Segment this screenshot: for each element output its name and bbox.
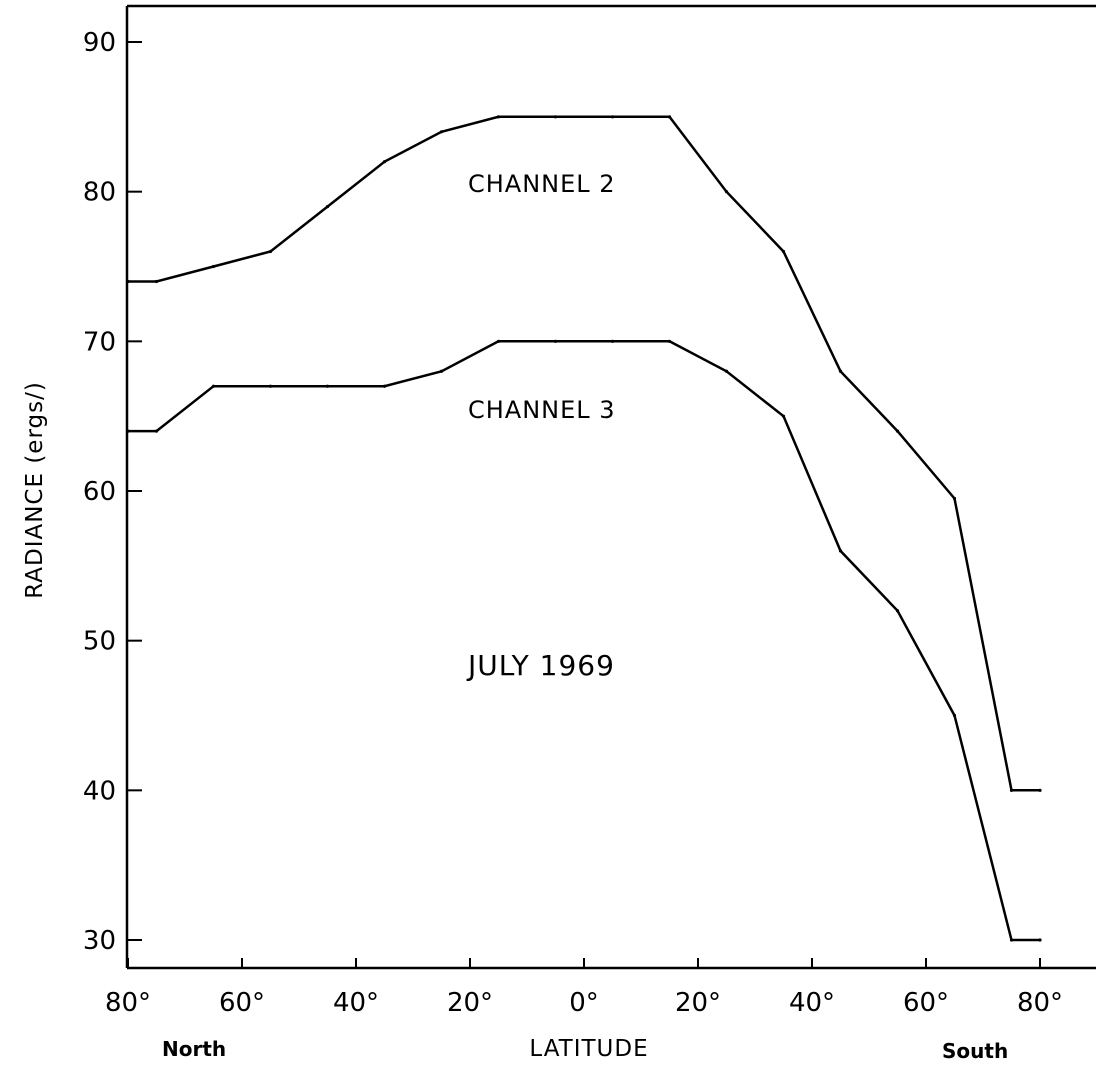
data-point-channel-3-0 — [126, 429, 130, 433]
x-tick-label-8: 80° — [1017, 988, 1063, 1018]
data-point-channel-2-17 — [1038, 788, 1042, 792]
x-tick-label-5: 20° — [675, 988, 721, 1018]
chart-annotation: JULY 1969 — [466, 649, 615, 682]
data-point-channel-3-4 — [325, 384, 330, 388]
x-side-label-north: North — [162, 1037, 226, 1061]
x-tick-label-0: 80° — [105, 988, 151, 1018]
data-point-channel-2-16 — [1009, 788, 1014, 792]
data-point-channel-2-2 — [211, 264, 216, 269]
data-point-channel-2-9 — [610, 115, 615, 119]
data-point-channel-2-7 — [496, 115, 501, 119]
x-tick-label-3: 20° — [447, 988, 493, 1018]
x-tick-label-7: 60° — [903, 988, 949, 1018]
y-tick-label-40: 40 — [83, 776, 116, 806]
data-point-channel-3-12 — [781, 414, 786, 418]
x-tick-label-2: 40° — [333, 988, 379, 1018]
data-point-channel-2-4 — [325, 205, 330, 209]
x-tick-label-4: 0° — [569, 988, 599, 1018]
x-axis-title: LATITUDE — [529, 1036, 648, 1062]
data-point-channel-3-5 — [382, 384, 387, 388]
data-point-channel-2-15 — [952, 496, 957, 501]
data-point-channel-3-8 — [553, 339, 558, 343]
data-point-channel-3-7 — [496, 339, 501, 343]
data-point-channel-3-15 — [952, 713, 957, 718]
data-point-channel-3-1 — [154, 429, 159, 433]
x-tick-label-6: 40° — [789, 988, 835, 1018]
y-tick-label-60: 60 — [83, 477, 116, 507]
y-tick-label-80: 80 — [83, 178, 116, 208]
data-point-channel-2-13 — [838, 369, 843, 373]
data-point-channel-2-11 — [724, 190, 729, 194]
x-ticks: 80° 60° 40° 20° 0° 20° 40° 60° 80° — [105, 958, 1063, 1018]
data-point-channel-3-11 — [724, 369, 729, 373]
x-side-label-south: South — [942, 1039, 1008, 1063]
data-point-channel-3-3 — [268, 384, 273, 388]
data-point-channel-2-3 — [268, 249, 273, 254]
data-point-channel-3-6 — [439, 369, 444, 373]
data-point-channel-3-2 — [211, 384, 216, 388]
data-point-channel-2-14 — [895, 429, 900, 433]
axes — [125, 4, 1096, 970]
data-point-channel-2-0 — [126, 279, 130, 284]
data-point-channel-2-10 — [667, 115, 672, 119]
data-point-channel-2-8 — [553, 115, 558, 119]
series-label-channel-3: CHANNEL 3 — [468, 396, 616, 424]
series-layer — [126, 115, 1042, 942]
data-point-channel-2-6 — [439, 130, 444, 134]
data-point-channel-3-14 — [895, 609, 900, 613]
series-label-channel-2: CHANNEL 2 — [468, 170, 616, 198]
series-line-channel-3 — [128, 340, 1040, 942]
data-point-channel-2-5 — [382, 160, 387, 164]
y-tick-label-90: 90 — [83, 28, 116, 58]
y-tick-label-30: 30 — [83, 926, 116, 956]
y-tick-label-70: 70 — [83, 327, 116, 357]
data-point-channel-3-16 — [1009, 938, 1014, 942]
data-point-channel-3-9 — [610, 339, 615, 343]
data-point-channel-3-13 — [838, 549, 843, 553]
y-tick-label-50: 50 — [83, 627, 116, 657]
data-point-channel-3-10 — [667, 339, 672, 343]
data-point-channel-3-17 — [1038, 938, 1042, 942]
y-ticks: 30 40 50 60 70 80 90 — [83, 28, 142, 956]
data-point-channel-2-1 — [154, 279, 159, 284]
data-point-channel-2-12 — [781, 249, 786, 254]
series-line-channel-2 — [128, 115, 1040, 792]
x-tick-label-1: 60° — [219, 988, 265, 1018]
y-axis-title: RADIANCE (ergs/) — [22, 381, 48, 599]
